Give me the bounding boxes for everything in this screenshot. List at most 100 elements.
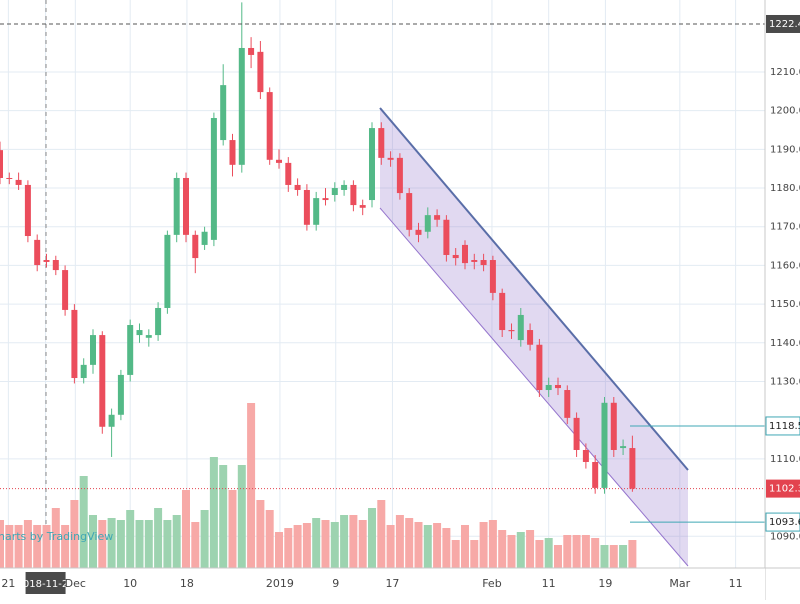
volume-bar [79,476,88,568]
candle-body [629,448,636,489]
candle-body [396,157,403,194]
candle-body [424,215,431,232]
candle-body [406,193,413,230]
candle-body [6,177,13,179]
y-tick-label: 1130.00 [770,377,800,388]
volume-bar [274,532,283,568]
volume-bar [535,540,544,568]
volume-bar [479,522,488,568]
candle-body [229,140,236,165]
candle-body [173,177,180,235]
price-label: 1222.40 [769,19,800,30]
candle-body [489,260,496,293]
volume-bar [609,545,618,568]
volume-bar [526,530,535,568]
x-tick-label: Dec [65,577,86,590]
volume-bar [23,520,32,568]
candle-body [266,92,273,160]
candle-body [536,344,543,391]
candle-body [15,179,22,185]
candle-body [145,335,152,338]
volume-bar [405,518,414,568]
x-tick-label: Feb [482,577,501,590]
candle-body [238,47,245,165]
candle-body [545,384,552,391]
volume-bar [619,545,628,568]
candle-body [620,446,627,449]
price-label: 1093.67 [769,517,800,528]
volume-bar [247,403,256,568]
candle-body [350,184,357,206]
volume-bar [581,535,590,568]
volume-bar [302,523,311,568]
volume-bar [209,457,218,568]
candle-body [62,270,69,310]
price-label-box [765,416,800,436]
volume-bar [107,518,116,568]
candle-body [201,231,208,245]
candle-body [155,307,162,336]
x-tick-label: 18 [180,577,194,590]
x-tick-label: Mar [669,577,690,590]
volume-bar [628,540,637,568]
candle-body [71,309,78,379]
candle-body [341,184,348,190]
volume-bar [358,520,367,568]
candle-body [285,162,292,185]
volume-bar [591,538,600,568]
volume-bar [51,508,60,568]
volume-bar [563,535,572,568]
candle-body [182,177,189,235]
candle-body [294,184,301,190]
volume-bar [172,515,181,568]
candle-body [322,198,329,201]
volume-bar [544,538,553,568]
candle-body [80,364,87,379]
y-tick-label: 1180.00 [770,183,800,194]
candle-body [0,150,3,178]
y-tick-label: 1200.00 [770,106,800,117]
candle-body [368,128,375,201]
volume-bar [395,515,404,568]
channel-fill [380,108,688,566]
candle-body [331,188,338,196]
volume-bar [70,500,79,568]
volume-bar [377,500,386,568]
candle-body [461,244,468,264]
candle-body [275,159,282,163]
y-tick-label: 1190.00 [770,144,800,155]
candle-body [210,118,217,240]
x-tick-label: 2018-11-27 [17,579,75,590]
volume-bar [14,525,23,568]
volume-bar [367,508,376,568]
candle-body [452,254,459,259]
volume-bar [600,545,609,568]
y-tick-label: 1140.00 [770,338,800,349]
price-axis [765,0,800,600]
volume-bar [460,525,469,568]
volume-bar [42,525,51,568]
y-tick-label: 1160.00 [770,260,800,271]
volume-bar [135,520,144,568]
candle-body [313,198,320,225]
volume-bar [284,528,293,568]
candle-body [499,292,506,331]
candle-body [564,390,571,418]
x-tick-label: 11 [542,577,556,590]
price-label: 1102.32 [769,484,800,495]
candle-body [415,229,422,235]
x-tick-highlight [25,572,66,594]
watermark: harts by TradingView [0,530,113,543]
volume-bar [330,522,339,568]
volume-bar [488,520,497,568]
volume-bar [228,490,237,568]
candle-body [592,461,599,488]
volume-bar [293,525,302,568]
candle-body [99,335,106,427]
candle-body [108,414,115,427]
candle-body [434,215,441,220]
volume-bar [498,530,507,568]
candle-body [508,330,515,332]
candle-body [359,205,366,208]
